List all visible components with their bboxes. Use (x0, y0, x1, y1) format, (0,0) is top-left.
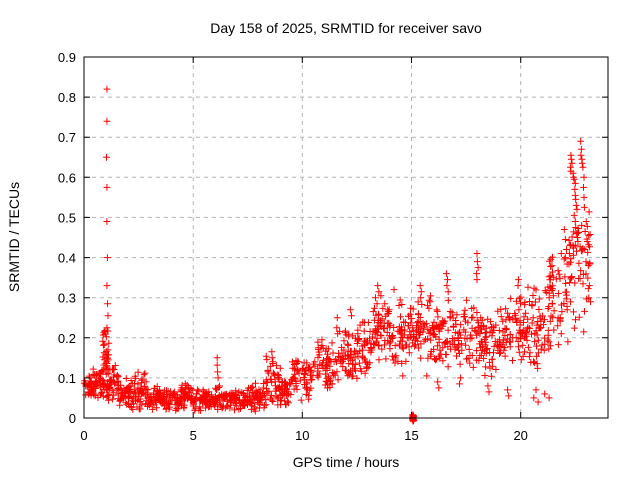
data-points (80, 85, 594, 425)
x-axis-label: GPS time / hours (293, 454, 400, 470)
y-tick-label: 0.7 (58, 130, 76, 145)
x-tick-label: 0 (80, 428, 87, 443)
axes-border (83, 56, 609, 419)
y-tick-label: 0.9 (58, 50, 76, 65)
x-tick-label: 10 (295, 428, 309, 443)
y-tick-label: 0.8 (58, 90, 76, 105)
y-tick-label: 0.5 (58, 210, 76, 225)
y-tick-label: 0.6 (58, 170, 76, 185)
scatter-plus-markers (80, 85, 594, 425)
y-tick-label: 0.1 (58, 371, 76, 386)
y-tick-label: 0.4 (58, 251, 76, 266)
y-axis-label: SRMTID / TECUs (6, 182, 22, 292)
y-tick-label: 0 (69, 411, 76, 426)
x-tick-label: 5 (190, 428, 197, 443)
y-tick-label: 0.2 (58, 331, 76, 346)
y-tick-label: 0.3 (58, 291, 76, 306)
chart-title: Day 158 of 2025, SRMTID for receiver sav… (210, 20, 482, 36)
x-tick-label: 15 (404, 428, 418, 443)
x-tick-label: 20 (513, 428, 527, 443)
tick-labels: 0 5 10 15 20 0 0.1 0.2 0.3 0.4 0.5 0.6 0.7 0.8 0.9 (58, 50, 528, 443)
plot-border-and-ticks (83, 56, 609, 419)
